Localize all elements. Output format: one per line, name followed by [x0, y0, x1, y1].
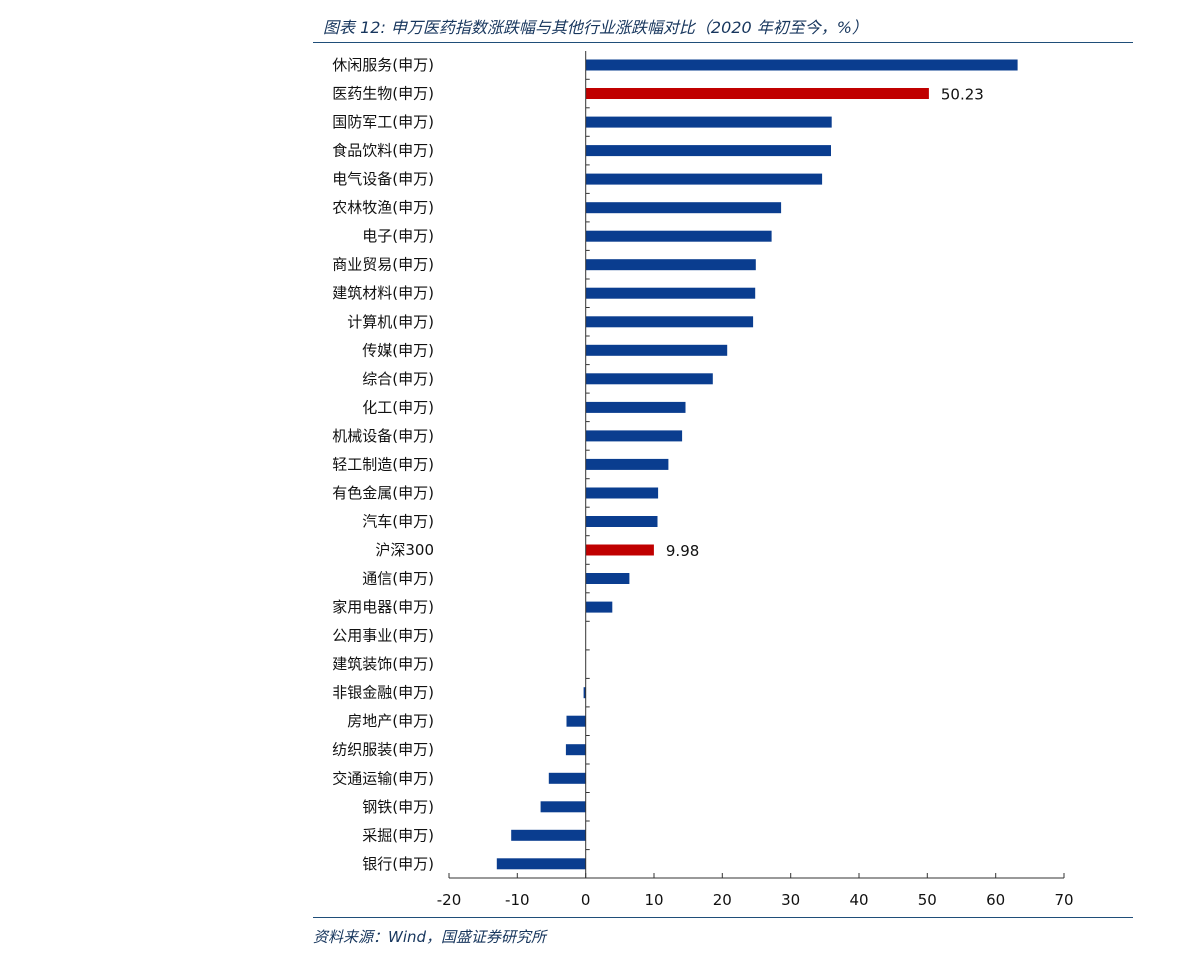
bar [548, 772, 586, 784]
category-label: 建筑材料(申万) [332, 284, 434, 302]
bar [540, 801, 586, 813]
x-tick-label: 0 [581, 891, 591, 909]
category-label: 建筑装饰(申万) [332, 655, 434, 673]
bar [585, 373, 713, 385]
category-label: 食品饮料(申万) [332, 142, 434, 160]
category-label: 采掘(申万) [362, 826, 434, 844]
category-label: 农林牧渔(申万) [332, 199, 434, 217]
category-label: 钢铁(申万) [362, 798, 434, 816]
category-label: 电子(申万) [362, 227, 434, 245]
chart-title: 图表 12: 申万医药指数涨跌幅与其他行业涨跌幅对比（2020 年初至今，%） [323, 18, 868, 37]
category-label: 有色金属(申万) [332, 484, 434, 502]
category-label: 综合(申万) [362, 370, 434, 388]
category-label: 机械设备(申万) [332, 427, 434, 445]
bar [585, 344, 728, 356]
x-tick-label: -20 [437, 891, 462, 909]
bar [566, 715, 586, 727]
bar [585, 88, 929, 99]
category-label: 化工(申万) [362, 398, 434, 416]
bar [585, 487, 659, 499]
category-label: 汽车(申万) [362, 513, 434, 531]
category-label: 传媒(申万) [362, 341, 434, 359]
footer-rule [313, 917, 1133, 918]
category-label: 轻工制造(申万) [332, 455, 434, 473]
category-label: 银行(申万) [362, 855, 434, 873]
bar [585, 458, 669, 470]
bar [585, 573, 630, 584]
category-label: 计算机(申万) [347, 313, 434, 331]
header-rule [313, 42, 1133, 43]
category-label: 公用事业(申万) [332, 627, 434, 645]
bar [585, 544, 654, 556]
category-label: 沪深300 [375, 541, 434, 559]
bar [585, 116, 832, 128]
bar [585, 145, 831, 157]
bar [565, 744, 586, 756]
x-tick-label: 30 [781, 891, 800, 909]
category-label: 商业贸易(申万) [332, 256, 434, 274]
bar [585, 230, 772, 242]
bar [496, 858, 586, 870]
bar [585, 316, 754, 328]
bar [585, 59, 1018, 71]
category-label: 医药生物(申万) [332, 85, 434, 103]
category-label: 通信(申万) [362, 570, 434, 588]
bar [585, 401, 686, 413]
x-tick-label: 10 [644, 891, 663, 909]
bar [585, 287, 756, 299]
category-label: 国防军工(申万) [332, 113, 434, 131]
category-label: 纺织服装(申万) [332, 741, 434, 759]
data-label: 50.23 [941, 86, 984, 104]
x-tick-label: 40 [849, 891, 868, 909]
bar [585, 173, 823, 185]
bar [585, 202, 782, 214]
x-tick-label: 50 [918, 891, 937, 909]
bar [511, 829, 586, 841]
bar [585, 430, 683, 442]
category-label: 交通运输(申万) [332, 769, 434, 787]
category-label: 家用电器(申万) [332, 598, 434, 616]
bar [585, 601, 613, 613]
category-label: 房地产(申万) [347, 712, 434, 730]
category-label: 电气设备(申万) [332, 170, 434, 188]
bar [585, 516, 658, 527]
x-tick-label: 60 [986, 891, 1005, 909]
x-tick-label: -10 [505, 891, 530, 909]
bar [583, 687, 586, 699]
source-note: 资料来源：Wind，国盛证券研究所 [313, 928, 547, 946]
category-label: 非银金融(申万) [332, 684, 434, 702]
data-label: 9.98 [666, 542, 699, 560]
x-tick-label: 20 [713, 891, 732, 909]
category-label: 休闲服务(申万) [332, 56, 434, 74]
bar [585, 259, 756, 271]
x-tick-label: 70 [1054, 891, 1073, 909]
